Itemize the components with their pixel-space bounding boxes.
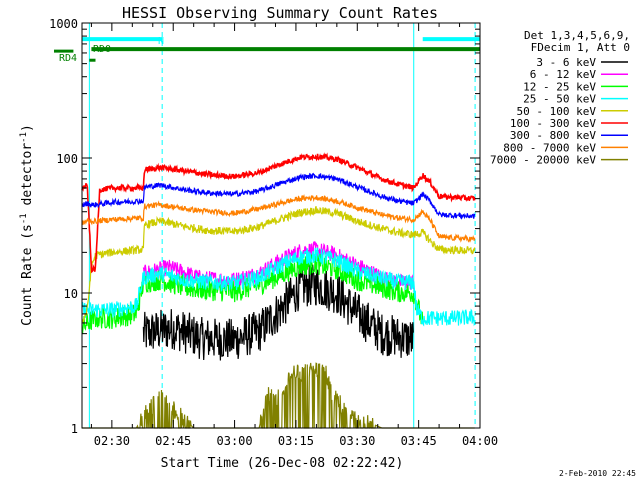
x-tick-label: 03:00 — [217, 434, 253, 448]
y-tick-label: 1 — [71, 422, 78, 436]
series-layer — [81, 152, 476, 429]
legend-entry-label: 6 - 12 keV — [530, 68, 597, 81]
axis-layer: 02:30 02:45 03:00 03:15 03:30 03:45 04:00 1 10 10… — [49, 17, 498, 448]
series-line — [142, 264, 414, 361]
legend: Det 1,3,4,5,6,9, FDecim 1, Att 0 3 - 6 k… — [490, 29, 630, 167]
plot-frame — [81, 22, 481, 429]
series-line — [81, 172, 476, 220]
x-tick-label: 03:15 — [278, 434, 314, 448]
y-axis-label-end: ) — [20, 124, 35, 132]
flag-label-rd0: RD0 — [93, 44, 111, 55]
chart-title: HESSI Observing Summary Count Rates — [122, 4, 438, 22]
legend-header-line-1: Det 1,3,4,5,6,9, — [524, 29, 630, 42]
legend-entry-label: 300 - 800 keV — [510, 129, 596, 142]
flag-labels: N RD0 RD4 — [59, 36, 164, 64]
x-tick-label: 03:30 — [339, 434, 375, 448]
legend-entry-label: 12 - 25 keV — [523, 80, 596, 93]
y-axis-label-mid: detector — [20, 143, 35, 214]
series-line — [81, 206, 476, 323]
legend-entry-label: 800 - 7000 keV — [503, 141, 596, 154]
series-line — [81, 152, 476, 274]
x-tick-label: 04:00 — [462, 434, 498, 448]
y-axis-label-main: Count Rate (s — [20, 224, 35, 326]
y-axis-label-sup2: -1 — [19, 132, 29, 143]
x-tick-label: 03:45 — [401, 434, 437, 448]
plot-layers — [54, 23, 480, 429]
y-axis-label-sup1: -1 — [19, 213, 29, 224]
legend-entry-label: 7000 - 20000 keV — [490, 154, 596, 167]
x-tick-label: 02:45 — [155, 434, 191, 448]
x-tick-label: 02:30 — [94, 434, 130, 448]
y-tick-label: 10 — [64, 287, 78, 301]
y-tick-label: 1000 — [49, 17, 78, 31]
legend-header-line-2: FDecim 1, Att 0 — [531, 41, 630, 54]
flag-label-rd4: RD4 — [59, 53, 77, 64]
flag-layer — [54, 23, 480, 428]
legend-entry-label: 50 - 100 keV — [517, 105, 597, 118]
footer-date: 2-Feb-2010 22:45 — [559, 469, 636, 478]
legend-entry-label: 100 - 300 keV — [510, 117, 596, 130]
flag-label-n: N — [158, 36, 164, 47]
y-axis-label: Count Rate (s-1 detector-1) — [19, 124, 35, 326]
y-tick-label: 100 — [56, 152, 78, 166]
legend-entry-label: 25 - 50 keV — [523, 93, 596, 106]
x-axis-label: Start Time (26-Dec-08 02:22:42) — [161, 456, 404, 471]
series-line — [81, 247, 476, 327]
legend-entry-label: 3 - 6 keV — [536, 56, 596, 69]
series-line — [81, 194, 476, 243]
